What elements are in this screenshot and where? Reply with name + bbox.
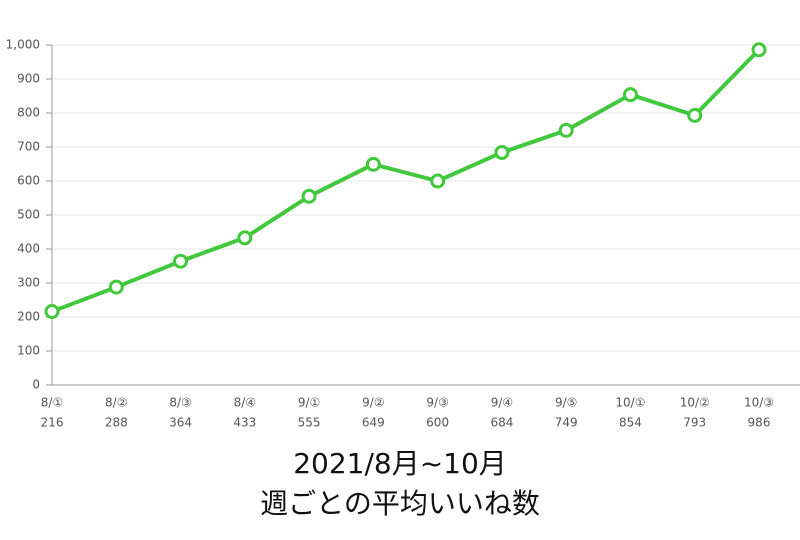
x-tick-label: 10/① <box>615 396 645 410</box>
x-tick-label: 10/③ <box>744 396 774 410</box>
marker <box>558 122 574 138</box>
x-tick-label: 8/③ <box>169 396 191 410</box>
marker <box>430 173 446 189</box>
value-label: 684 <box>490 416 513 430</box>
y-tick-label: 700 <box>17 140 40 154</box>
value-label: 216 <box>41 416 64 430</box>
y-tick-label: 200 <box>17 310 40 324</box>
line <box>51 48 761 314</box>
x-tick-label: 9/⑤ <box>555 396 577 410</box>
x-tick-label: 10/② <box>680 396 710 410</box>
x-tick-label: 9/① <box>298 396 320 410</box>
x-tick-label: 9/④ <box>491 396 513 410</box>
y-tick-label: 100 <box>17 344 40 358</box>
y-tick-label: 400 <box>17 242 40 256</box>
marker <box>494 144 510 160</box>
value-label: 793 <box>683 416 706 430</box>
value-label: 749 <box>555 416 578 430</box>
marker <box>622 87 638 103</box>
x-tick-label: 8/① <box>41 396 63 410</box>
chart-title: 2021/8月~10月 <box>293 447 507 480</box>
value-label: 433 <box>233 416 256 430</box>
value-label: 600 <box>426 416 449 430</box>
chart-subtitle: 週ごとの平均いいね数 <box>260 487 540 520</box>
marker <box>751 42 767 58</box>
value-label: 555 <box>298 416 321 430</box>
y-tick-label: 900 <box>17 72 40 86</box>
marker <box>365 156 381 172</box>
y-tick-label: 1,000 <box>6 38 40 52</box>
y-tick-label: 300 <box>17 276 40 290</box>
value-label: 364 <box>169 416 192 430</box>
marker <box>44 304 60 320</box>
y-tick-label: 0 <box>32 378 40 392</box>
value-label: 649 <box>362 416 385 430</box>
x-tick-label: 8/④ <box>234 396 256 410</box>
x-tick-label: 8/② <box>105 396 127 410</box>
y-tick-label: 800 <box>17 106 40 120</box>
value-label: 986 <box>748 416 771 430</box>
marker <box>108 279 124 295</box>
value-label: 854 <box>619 416 642 430</box>
marker <box>687 107 703 123</box>
x-tick-label: 9/③ <box>426 396 448 410</box>
x-tick-label: 9/② <box>362 396 384 410</box>
marker <box>237 230 253 246</box>
marker <box>173 253 189 269</box>
marker <box>301 188 317 204</box>
value-label: 288 <box>105 416 128 430</box>
y-tick-label: 600 <box>17 174 40 188</box>
y-tick-label: 500 <box>17 208 40 222</box>
